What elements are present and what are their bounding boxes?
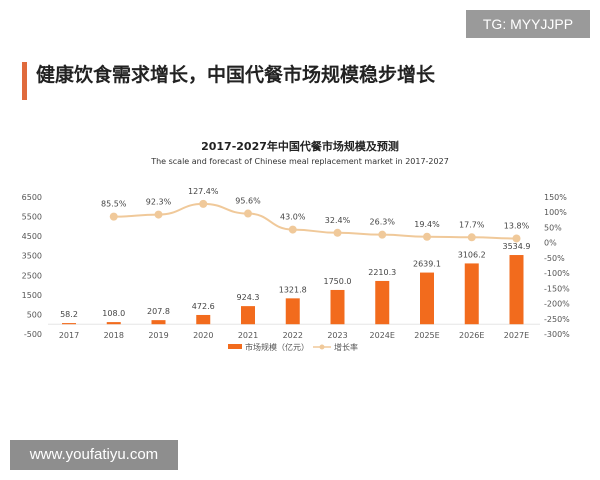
right-axis-tick: -200%: [544, 300, 570, 309]
growth-point: [288, 225, 297, 234]
right-axis-tick: 100%: [544, 208, 567, 217]
x-axis-tick: 2019: [148, 331, 168, 340]
x-axis-tick: 2020: [193, 331, 213, 340]
growth-point: [109, 212, 118, 221]
growth-line: [113, 202, 517, 240]
watermark-tg: TG: MYYJJPP: [466, 10, 590, 38]
bar: [196, 314, 211, 325]
bar: [375, 280, 390, 325]
left-axis-tick: 6500: [22, 193, 42, 202]
chart-subtitle: The scale and forecast of Chinese meal r…: [151, 157, 449, 166]
left-axis-tick: 1500: [22, 291, 42, 300]
bar-label: 924.3: [237, 293, 260, 302]
growth-point: [467, 233, 476, 242]
bar-label: 1750.0: [324, 277, 352, 286]
growth-label: 26.3%: [370, 218, 396, 227]
x-axis-tick: 2026E: [459, 331, 484, 340]
bar-label: 2210.3: [368, 268, 396, 277]
growth-label: 95.6%: [235, 197, 261, 206]
growth-label: 32.4%: [325, 216, 351, 225]
growth-label: 13.8%: [504, 221, 530, 230]
growth-label: 19.4%: [414, 220, 440, 229]
bar: [464, 263, 479, 325]
bar-label: 472.6: [192, 302, 215, 311]
x-axis-tick: 2017: [59, 331, 79, 340]
x-axis-tick: 2022: [283, 331, 303, 340]
growth-point: [378, 230, 387, 239]
right-axis-tick: -100%: [544, 269, 570, 278]
x-axis-tick: 2018: [104, 331, 124, 340]
right-axis-tick: -300%: [544, 330, 570, 339]
right-axis-tick: 0%: [544, 239, 557, 248]
legend-bar-swatch: [228, 344, 242, 349]
legend-bar-label: 市场规模（亿元）: [245, 342, 309, 352]
growth-label: 127.4%: [188, 187, 219, 196]
bar: [151, 320, 166, 325]
bar-label: 3534.9: [503, 242, 531, 251]
bar-label: 108.0: [102, 309, 125, 318]
bar: [241, 306, 255, 325]
left-axis-tick: 4500: [22, 232, 42, 241]
x-axis-tick: 2024E: [370, 331, 395, 340]
watermark-site: www.youfatiyu.com: [10, 440, 178, 470]
right-axis-tick: 50%: [544, 223, 562, 232]
x-axis-tick: 2023: [327, 331, 347, 340]
headline-accent-bar: [22, 62, 27, 100]
left-axis-tick: 500: [27, 310, 42, 319]
left-axis-tick: 2500: [22, 271, 42, 280]
bar-label: 207.8: [147, 307, 170, 316]
bar: [330, 289, 345, 325]
bar-label: 1321.8: [279, 285, 307, 294]
right-axis-tick: -50%: [544, 254, 565, 263]
growth-point: [154, 210, 163, 219]
left-axis-tick: 3500: [22, 252, 42, 261]
left-axis-tick: 5500: [22, 213, 42, 222]
x-axis-tick: 2027E: [504, 331, 529, 340]
chart-title: 2017-2027年中国代餐市场规模及预测: [201, 140, 399, 153]
growth-point: [333, 228, 342, 237]
legend-line-label: 增长率: [334, 342, 358, 352]
growth-point: [423, 232, 431, 241]
bar: [420, 272, 434, 325]
right-axis-tick: 150%: [544, 193, 567, 202]
growth-point: [512, 234, 521, 243]
right-axis-tick: -250%: [544, 315, 570, 324]
right-axis-tick: -150%: [544, 284, 570, 293]
bar: [509, 255, 524, 325]
growth-label: 85.5%: [101, 200, 127, 209]
bar-label: 3106.2: [458, 250, 486, 259]
left-axis-tick: -500: [24, 330, 42, 339]
legend-line-marker: [319, 344, 325, 350]
bar-label: 58.2: [60, 310, 78, 319]
growth-point: [244, 209, 252, 218]
growth-point: [199, 199, 208, 208]
bar: [106, 322, 121, 325]
bar: [285, 298, 300, 325]
bar-label: 2639.1: [413, 260, 441, 269]
bar: [62, 323, 76, 325]
headline: 健康饮食需求增长，中国代餐市场规模稳步增长: [36, 64, 436, 86]
growth-label: 17.7%: [459, 220, 485, 229]
growth-label: 92.3%: [146, 198, 172, 207]
x-axis-tick: 2025E: [414, 331, 439, 340]
x-axis-tick: 2021: [238, 331, 258, 340]
growth-label: 43.0%: [280, 213, 306, 222]
